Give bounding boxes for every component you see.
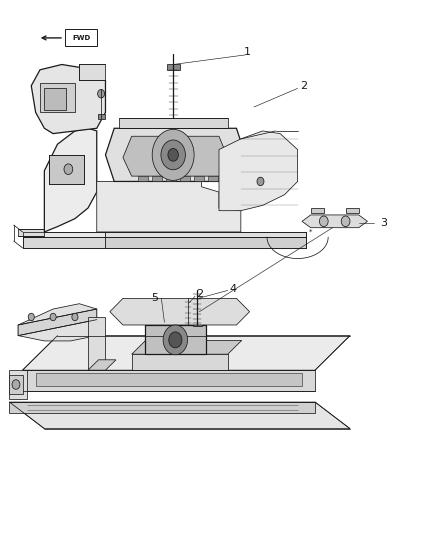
- Polygon shape: [22, 237, 106, 248]
- Circle shape: [168, 149, 178, 161]
- Polygon shape: [40, 83, 75, 112]
- Polygon shape: [119, 118, 228, 128]
- Circle shape: [319, 216, 328, 227]
- Circle shape: [28, 313, 34, 321]
- FancyBboxPatch shape: [65, 29, 97, 46]
- Polygon shape: [193, 322, 201, 326]
- Circle shape: [341, 216, 350, 227]
- Text: 2: 2: [196, 289, 203, 299]
- Polygon shape: [22, 370, 315, 391]
- Polygon shape: [166, 64, 180, 70]
- Text: 4: 4: [230, 284, 237, 294]
- Polygon shape: [18, 309, 97, 336]
- Polygon shape: [44, 88, 66, 110]
- Polygon shape: [208, 176, 218, 181]
- Polygon shape: [123, 136, 228, 176]
- Polygon shape: [98, 115, 105, 119]
- Circle shape: [169, 332, 182, 348]
- Polygon shape: [35, 373, 302, 386]
- Polygon shape: [88, 317, 106, 370]
- Polygon shape: [106, 232, 306, 237]
- Circle shape: [152, 130, 194, 180]
- Polygon shape: [145, 316, 217, 325]
- Polygon shape: [88, 360, 116, 370]
- Polygon shape: [44, 128, 97, 232]
- Polygon shape: [22, 232, 106, 237]
- Circle shape: [257, 177, 264, 185]
- Circle shape: [50, 313, 56, 321]
- Polygon shape: [311, 208, 324, 213]
- Polygon shape: [145, 325, 206, 354]
- Polygon shape: [110, 298, 250, 325]
- Polygon shape: [132, 354, 228, 370]
- Text: FWD: FWD: [72, 35, 90, 41]
- Text: 1: 1: [244, 47, 251, 57]
- Polygon shape: [10, 370, 27, 399]
- Text: 3: 3: [380, 218, 387, 228]
- Polygon shape: [10, 375, 22, 394]
- Polygon shape: [31, 64, 106, 134]
- Polygon shape: [18, 229, 44, 236]
- Polygon shape: [132, 341, 242, 354]
- Polygon shape: [302, 215, 367, 228]
- Polygon shape: [97, 181, 241, 232]
- Circle shape: [64, 164, 73, 174]
- Polygon shape: [166, 176, 176, 181]
- Polygon shape: [152, 176, 162, 181]
- Polygon shape: [79, 64, 106, 80]
- Polygon shape: [18, 304, 97, 341]
- Polygon shape: [138, 176, 148, 181]
- Polygon shape: [106, 237, 306, 248]
- Polygon shape: [194, 176, 204, 181]
- Polygon shape: [180, 176, 190, 181]
- Polygon shape: [10, 402, 350, 429]
- Text: 5: 5: [151, 293, 158, 303]
- Circle shape: [12, 379, 20, 389]
- Text: 2: 2: [300, 81, 308, 91]
- Polygon shape: [346, 208, 359, 213]
- Circle shape: [98, 90, 105, 98]
- Text: *: *: [309, 229, 312, 235]
- Polygon shape: [22, 336, 350, 370]
- Polygon shape: [219, 131, 297, 211]
- Polygon shape: [10, 402, 315, 413]
- Circle shape: [72, 313, 78, 321]
- Polygon shape: [49, 155, 84, 184]
- Circle shape: [163, 325, 187, 355]
- Polygon shape: [106, 128, 245, 181]
- Circle shape: [161, 140, 185, 169]
